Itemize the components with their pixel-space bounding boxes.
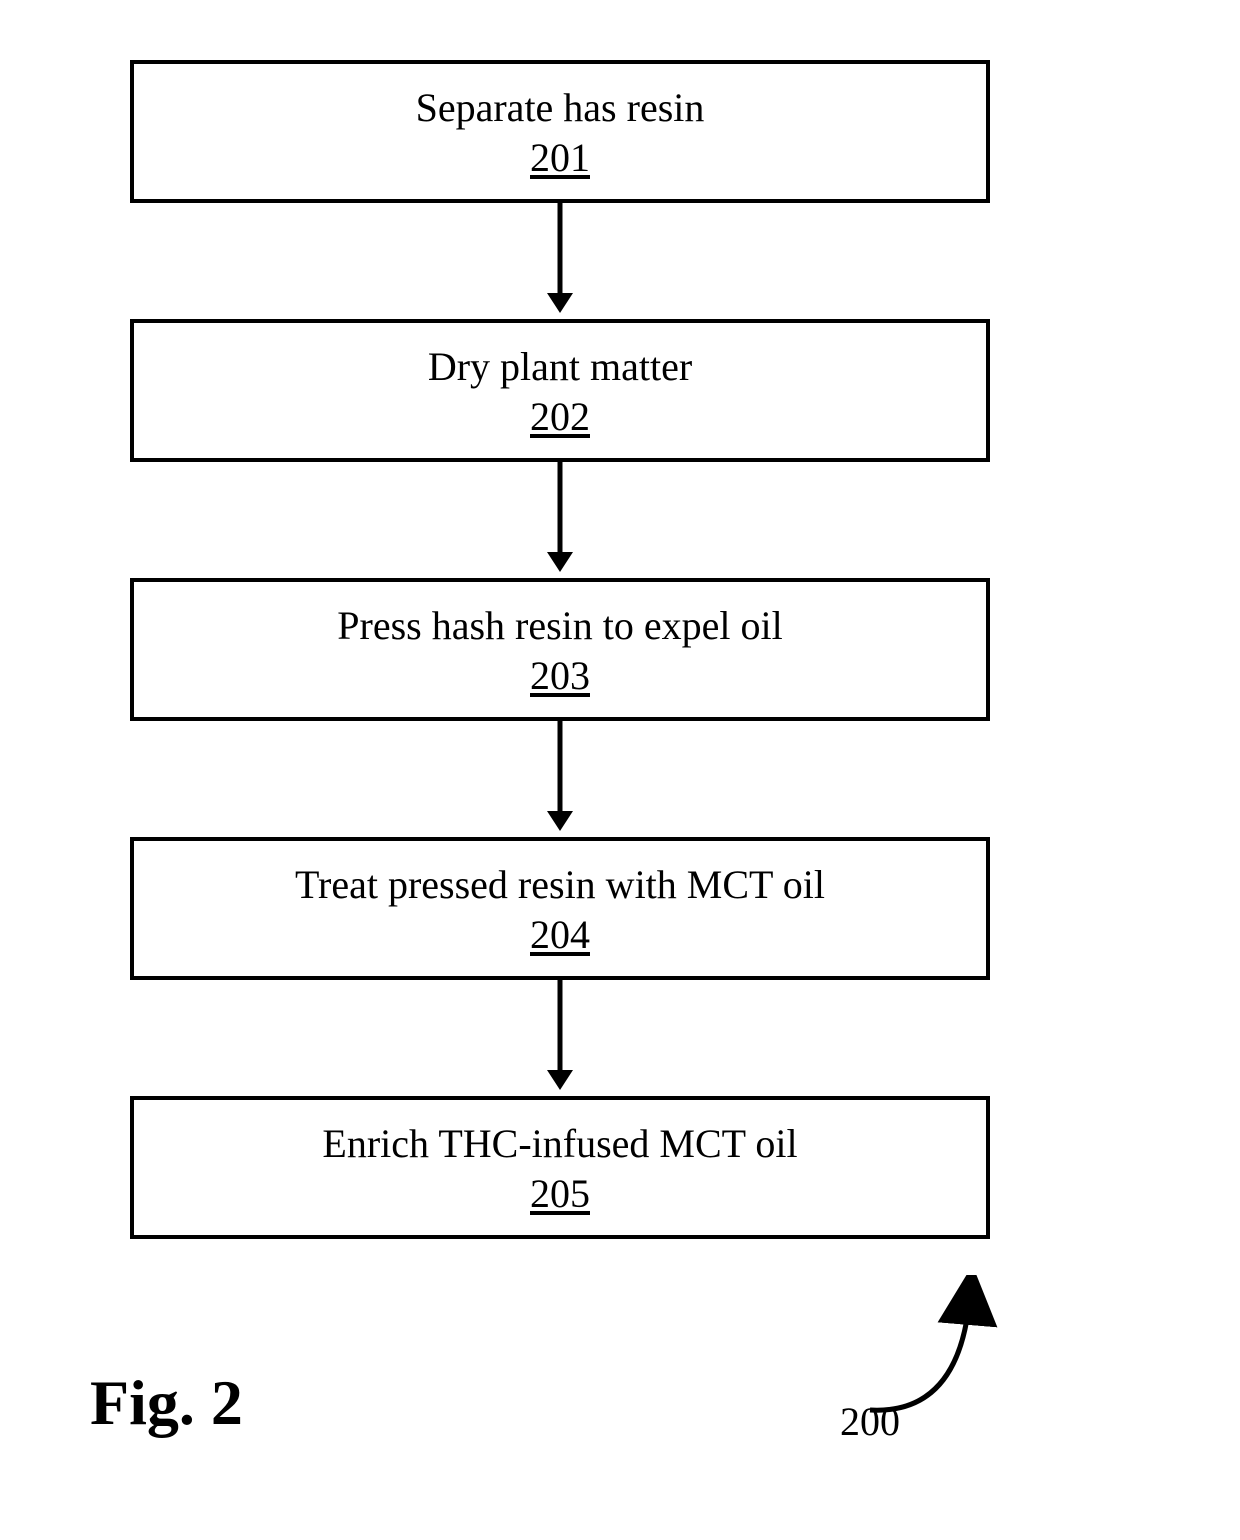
flow-step-ref: 201 — [530, 134, 590, 181]
flow-arrow-icon — [130, 203, 990, 319]
flow-step-box: Separate has resin201 — [130, 60, 990, 203]
flow-arrow-icon — [130, 462, 990, 578]
flow-step-ref: 204 — [530, 911, 590, 958]
flow-arrow-icon — [130, 980, 990, 1096]
flowchart-container: Separate has resin201 Dry plant matter202… — [130, 60, 990, 1239]
flow-step-title: Treat pressed resin with MCT oil — [144, 861, 976, 909]
flow-step-title: Dry plant matter — [144, 343, 976, 391]
flow-step-ref: 202 — [530, 393, 590, 440]
flow-step-ref: 203 — [530, 652, 590, 699]
flow-step-title: Enrich THC-infused MCT oil — [144, 1120, 976, 1168]
flow-step-box: Press hash resin to expel oil203 — [130, 578, 990, 721]
flow-step-box: Enrich THC-infused MCT oil205 — [130, 1096, 990, 1239]
flow-step-box: Treat pressed resin with MCT oil204 — [130, 837, 990, 980]
flow-step-box: Dry plant matter202 — [130, 319, 990, 462]
flow-step-ref: 205 — [530, 1170, 590, 1217]
flow-arrow-icon — [130, 721, 990, 837]
curved-arrow-icon — [860, 1275, 1000, 1430]
figure-label: Fig. 2 — [90, 1366, 243, 1440]
flow-step-title: Press hash resin to expel oil — [144, 602, 976, 650]
flow-step-title: Separate has resin — [144, 84, 976, 132]
